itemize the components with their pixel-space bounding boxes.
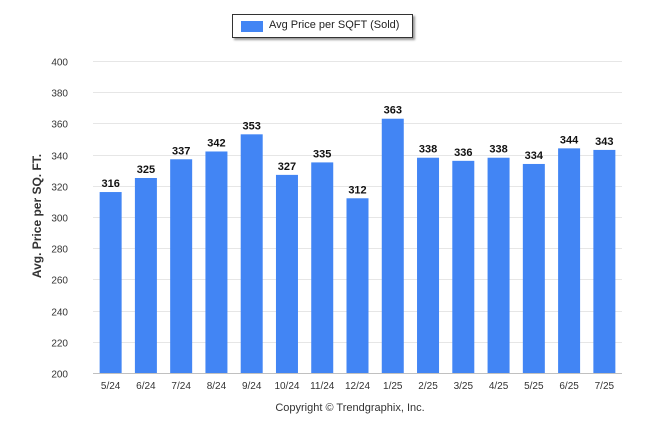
- legend: Avg Price per SQFT (Sold): [232, 14, 413, 38]
- x-tick-label: 11/24: [310, 381, 335, 392]
- bar: [417, 157, 440, 373]
- bar: [134, 178, 157, 373]
- data-label: 338: [419, 144, 437, 156]
- bar: [240, 134, 263, 373]
- y-tick-label: 400: [51, 58, 68, 69]
- data-label: 338: [489, 144, 507, 156]
- x-tick-label: 8/24: [207, 381, 227, 392]
- bar: [487, 157, 510, 373]
- data-label: 325: [137, 164, 155, 176]
- data-label: 327: [278, 161, 296, 173]
- y-tick-label: 320: [51, 183, 68, 194]
- legend-label: Avg Price per SQFT (Sold): [269, 19, 400, 31]
- y-tick-label: 380: [51, 89, 68, 100]
- bar: [381, 118, 404, 373]
- data-label: 344: [560, 134, 579, 146]
- x-tick-label: 4/25: [489, 381, 509, 392]
- y-axis-label: Avg. Price per SQ. FT.: [30, 153, 44, 279]
- x-tick-label: 10/24: [274, 381, 299, 392]
- y-tick-label: 340: [51, 152, 68, 163]
- data-label: 342: [207, 137, 225, 149]
- legend-swatch: [241, 21, 263, 32]
- y-tick-label: 280: [51, 245, 68, 256]
- x-tick-label: 5/24: [101, 381, 121, 392]
- y-tick-label: 200: [51, 370, 68, 381]
- x-tick-label: 2/25: [418, 381, 438, 392]
- x-tick-label: 7/25: [595, 381, 615, 392]
- data-label: 363: [384, 105, 402, 117]
- bar: [99, 192, 122, 373]
- y-tick-label: 260: [51, 276, 68, 287]
- bar: [346, 198, 369, 373]
- data-label: 337: [172, 145, 190, 157]
- bar: [593, 149, 616, 373]
- y-tick-label: 300: [51, 214, 68, 225]
- bar: [205, 151, 228, 373]
- bar: [311, 162, 334, 373]
- data-label: 336: [454, 147, 472, 159]
- data-label: 316: [101, 178, 119, 190]
- x-tick-label: 6/25: [559, 381, 579, 392]
- data-label: 353: [243, 120, 261, 132]
- bar: [275, 174, 298, 373]
- data-label: 334: [525, 150, 544, 162]
- copyright-text: Copyright © Trendgraphix, Inc.: [275, 402, 425, 414]
- y-tick-label: 240: [51, 308, 68, 319]
- y-tick-label: 220: [51, 339, 68, 350]
- x-tick-label: 9/24: [242, 381, 262, 392]
- x-tick-label: 1/25: [383, 381, 403, 392]
- bar: [452, 160, 475, 373]
- x-tick-label: 12/24: [345, 381, 370, 392]
- x-tick-label: 3/25: [454, 381, 474, 392]
- x-tick-label: 5/25: [524, 381, 544, 392]
- x-tick-label: 7/24: [171, 381, 191, 392]
- y-tick-label: 360: [51, 120, 68, 131]
- bar: [558, 148, 581, 373]
- bar: [522, 163, 545, 373]
- data-label: 335: [313, 148, 331, 160]
- data-label: 312: [348, 184, 366, 196]
- data-label: 343: [595, 136, 613, 148]
- x-tick-label: 6/24: [136, 381, 156, 392]
- bar: [170, 159, 193, 373]
